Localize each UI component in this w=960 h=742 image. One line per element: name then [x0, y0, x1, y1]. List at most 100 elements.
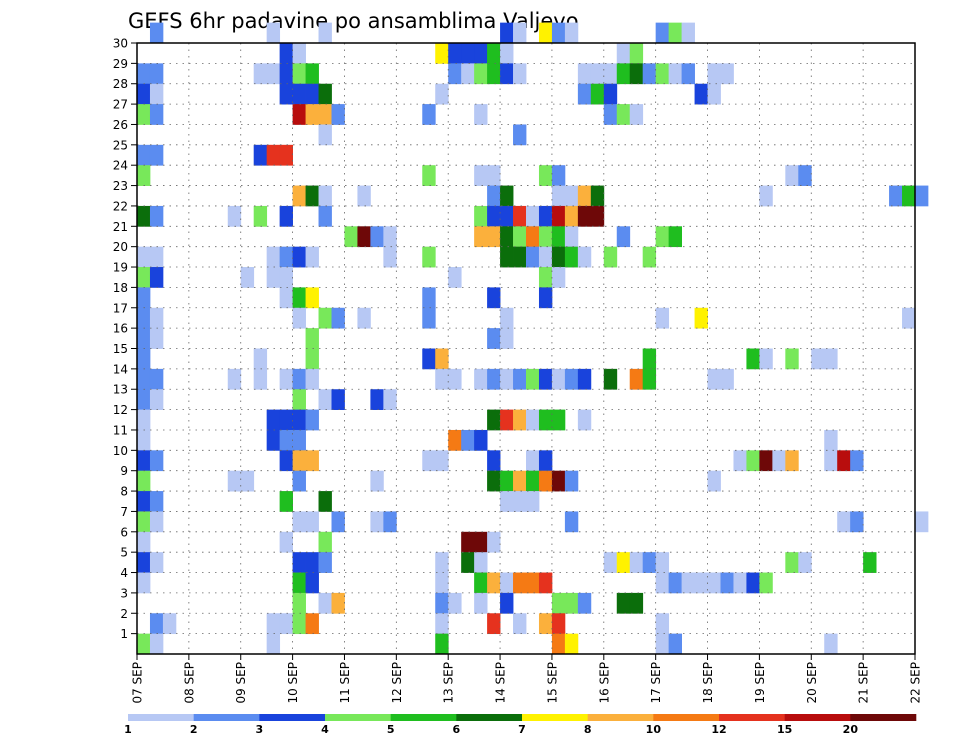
- colorbar-swatch-10: [784, 714, 851, 721]
- cell-182: [746, 348, 760, 370]
- cell-163: [318, 307, 332, 329]
- cell-153: [137, 287, 151, 309]
- cell-12: [292, 43, 306, 64]
- cell-352: [149, 633, 164, 655]
- cell-151: [538, 267, 553, 288]
- cell-264: [538, 470, 553, 492]
- cell-156: [305, 287, 319, 309]
- cell-41: [668, 63, 682, 85]
- cell-142: [577, 246, 592, 268]
- cell-199: [513, 368, 527, 390]
- y-tick-label-16: 16: [113, 322, 128, 336]
- cell-169: [694, 307, 708, 329]
- cell-254: [850, 450, 864, 472]
- y-tick-label-27: 27: [113, 98, 128, 112]
- cell-210: [137, 389, 151, 410]
- cell-75: [137, 165, 151, 186]
- cell-236: [824, 429, 838, 451]
- cell-148: [266, 267, 281, 288]
- cell-358: [668, 633, 682, 655]
- cell-256: [227, 470, 242, 492]
- cell-203: [564, 368, 579, 390]
- cell-52: [577, 83, 592, 105]
- x-tick-label-5: 12 SEP: [390, 662, 404, 704]
- cell-284: [850, 511, 864, 533]
- cell-27: [305, 63, 319, 85]
- cell-242: [422, 450, 436, 472]
- cell-344: [305, 613, 319, 635]
- cell-102: [318, 205, 332, 227]
- cell-118: [487, 226, 501, 248]
- cell-32: [500, 63, 514, 85]
- cell-278: [305, 511, 319, 533]
- cell-209: [720, 368, 734, 390]
- cell-21: [137, 63, 151, 85]
- cell-339: [149, 613, 164, 635]
- cell-308: [137, 572, 151, 594]
- cell-246: [538, 450, 553, 472]
- cell-346: [487, 613, 501, 635]
- cell-328: [318, 592, 332, 614]
- cell-202: [551, 368, 566, 390]
- cell-109: [551, 205, 566, 227]
- cell-262: [513, 470, 527, 492]
- cell-68: [318, 124, 332, 146]
- cell-272: [500, 491, 514, 512]
- cell-309: [292, 572, 306, 594]
- cell-120: [513, 226, 527, 248]
- cell-126: [655, 226, 670, 248]
- ensemble-cells: [137, 22, 929, 655]
- cell-144: [642, 246, 657, 268]
- colorbar-label-6: 6: [453, 723, 461, 736]
- cell-175: [500, 328, 514, 349]
- cell-90: [564, 185, 579, 207]
- colorbar-label-10: 10: [646, 723, 662, 736]
- cell-240: [292, 450, 306, 472]
- cell-345: [435, 613, 449, 635]
- cell-157: [422, 287, 436, 309]
- cell-62: [331, 104, 345, 125]
- cell-296: [318, 552, 332, 573]
- y-tick-label-19: 19: [113, 261, 128, 275]
- cell-265: [551, 470, 566, 492]
- cell-92: [590, 185, 605, 207]
- cell-190: [253, 368, 268, 390]
- cell-111: [577, 205, 592, 227]
- cell-335: [564, 592, 579, 614]
- x-tick-label-12: 19 SEP: [753, 662, 767, 704]
- cell-114: [357, 226, 371, 248]
- cell-341: [266, 613, 281, 635]
- x-tick-label-3: 10 SEP: [286, 662, 300, 704]
- cell-217: [137, 409, 151, 431]
- cell-232: [292, 429, 306, 451]
- cell-44: [720, 63, 734, 85]
- cell-131: [279, 246, 293, 268]
- cell-313: [487, 572, 501, 594]
- cell-349: [551, 613, 566, 635]
- cell-324: [733, 572, 747, 594]
- cell-333: [500, 592, 514, 614]
- y-tick-label-12: 12: [113, 403, 128, 417]
- cell-5: [538, 22, 553, 44]
- cell-301: [616, 552, 631, 573]
- y-tick-label-6: 6: [120, 525, 128, 539]
- cell-146: [149, 267, 164, 288]
- cell-251: [785, 450, 799, 472]
- cell-33: [513, 63, 527, 85]
- cell-247: [733, 450, 747, 472]
- cell-261: [500, 470, 514, 492]
- cell-91: [577, 185, 592, 207]
- cell-198: [500, 368, 514, 390]
- cell-187: [137, 368, 151, 390]
- cell-49: [305, 83, 319, 105]
- cell-283: [837, 511, 851, 533]
- cell-192: [292, 368, 306, 390]
- y-tick-label-1: 1: [120, 627, 128, 641]
- cell-124: [564, 226, 579, 248]
- colorbar-label-5: 5: [387, 723, 395, 736]
- cell-211: [149, 389, 164, 410]
- cell-356: [564, 633, 579, 655]
- cell-64: [474, 104, 488, 125]
- cell-241: [305, 450, 319, 472]
- cell-15: [461, 43, 475, 64]
